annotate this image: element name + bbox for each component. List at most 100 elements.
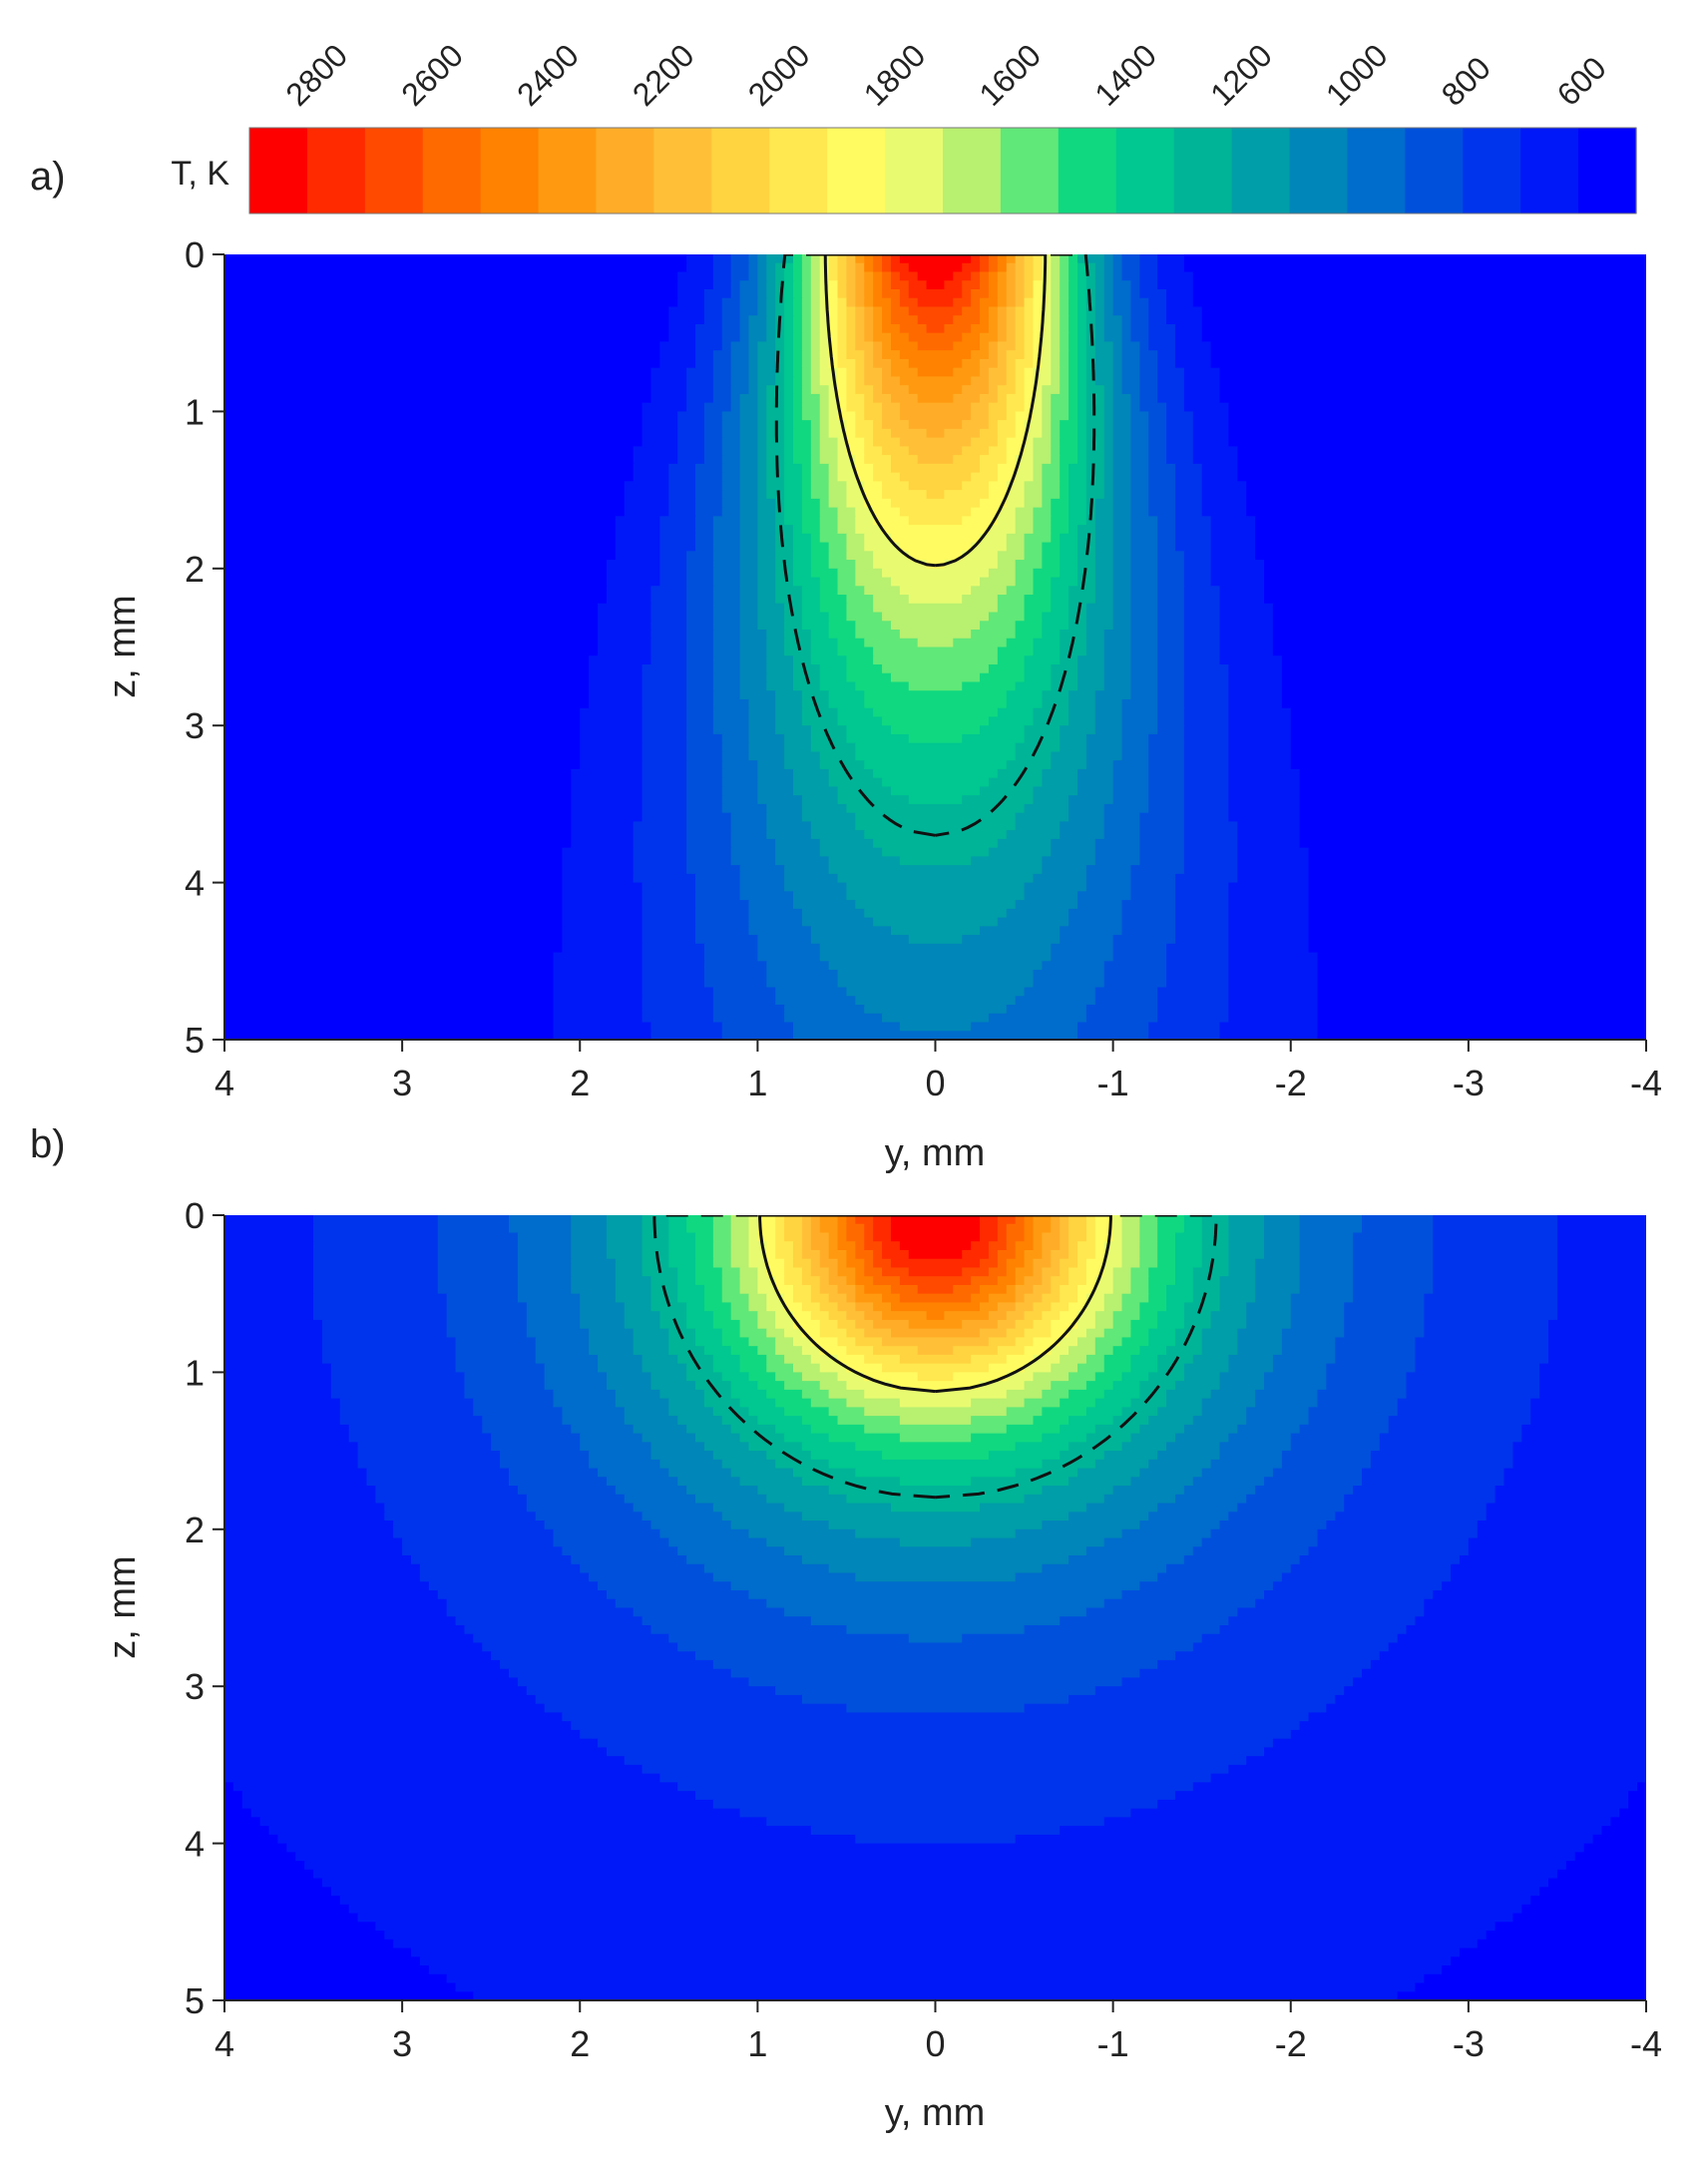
heatmap-cell [224, 777, 573, 788]
heatmap-cell [224, 1581, 430, 1591]
heatmap-cell [1166, 411, 1194, 421]
heatmap-cell [1068, 795, 1114, 805]
heatmap-cell [580, 742, 643, 753]
heatmap-cell [890, 332, 910, 343]
heatmap-cell [793, 385, 803, 395]
heatmap-cell [890, 1284, 919, 1295]
heatmap-cell [1015, 1284, 1035, 1295]
heatmap-cell [1148, 768, 1185, 779]
heatmap-cell [1094, 280, 1105, 290]
heatmap-cell [589, 655, 652, 665]
heatmap-cell [864, 297, 874, 308]
heatmap-cell [748, 358, 759, 369]
heatmap-cell [1130, 638, 1158, 649]
heatmap-cell [997, 595, 1026, 605]
heatmap-cell [793, 367, 803, 378]
heatmap-cell [641, 803, 687, 814]
heatmap-cell [721, 768, 759, 779]
heatmap-cell [598, 1354, 643, 1365]
heatmap-cell [1228, 716, 1292, 726]
heatmap-cell [668, 481, 696, 491]
heatmap-cell [828, 297, 839, 308]
heatmap-cell [766, 1598, 1105, 1609]
heatmap-cell [1103, 1817, 1612, 1827]
heatmap-cell [1228, 751, 1292, 761]
heatmap-cell [748, 315, 767, 325]
heatmap-cell [668, 1249, 696, 1260]
heatmap-cell [712, 630, 741, 640]
heatmap-cell [712, 612, 741, 622]
heatmap-cell [1130, 560, 1158, 570]
heatmap-cell [695, 1791, 1176, 1801]
heatmap-cell [224, 455, 635, 465]
heatmap-cell [766, 812, 803, 823]
heatmap-cell [1121, 1590, 1265, 1600]
heatmap-cell [1174, 900, 1230, 910]
heatmap-cell [793, 560, 812, 570]
heatmap-cell [819, 393, 830, 404]
heatmap-cell [721, 786, 759, 796]
heatmap-cell [580, 1563, 705, 1574]
heatmap-cell [1068, 481, 1087, 491]
heatmap-cell [810, 1424, 865, 1435]
heatmap-cell [864, 1407, 1008, 1417]
heatmap-cell [757, 560, 776, 570]
heatmap-cell [606, 1590, 750, 1600]
heatmap-cell [766, 672, 794, 683]
heatmap-cell [446, 1293, 519, 1304]
heatmap-cell [1085, 1293, 1105, 1304]
heatmap-cell [846, 1624, 1026, 1635]
heatmap-cell [1068, 254, 1078, 264]
heatmap-cell [801, 481, 812, 491]
heatmap-cell [855, 428, 874, 439]
heatmap-cell [757, 760, 785, 770]
heatmap-cell [712, 577, 741, 587]
heatmap-cell [810, 1311, 830, 1321]
heatmap-cell [224, 1442, 359, 1452]
x-tick-label: -4 [1630, 1063, 1662, 1103]
heatmap-cell [1272, 630, 1646, 640]
heatmap-cell [624, 1319, 661, 1330]
heatmap-cell [1103, 420, 1114, 430]
heatmap-cell [1112, 1223, 1123, 1234]
heatmap-cell [1085, 385, 1105, 395]
heatmap-cell [348, 1424, 483, 1435]
heatmap-cell [1246, 1302, 1292, 1312]
heatmap-cell [535, 1512, 643, 1521]
heatmap-cell [686, 1319, 714, 1330]
colorbar-swatch [1347, 128, 1406, 214]
heatmap-cell [846, 280, 857, 290]
heatmap-cell [739, 1319, 759, 1330]
heatmap-cell [1042, 551, 1061, 561]
heatmap-cell [855, 341, 874, 351]
heatmap-cell [784, 455, 794, 465]
heatmap-cell [757, 795, 803, 805]
heatmap-cell [1157, 542, 1176, 553]
heatmap-cell [1051, 420, 1061, 430]
heatmap-cell [784, 358, 794, 369]
heatmap-cell [748, 385, 759, 395]
heatmap-cell [712, 350, 732, 360]
heatmap-cell [375, 1922, 1496, 1932]
heatmap-cell [801, 472, 812, 483]
heatmap-cell [739, 1363, 767, 1374]
heatmap-cell [571, 768, 643, 779]
heatmap-cell [1157, 647, 1185, 656]
heatmap-cell [1166, 402, 1185, 413]
heatmap-cell [1556, 1311, 1646, 1321]
colorbar-tick-label: 2600 [394, 37, 470, 113]
heatmap-cell [819, 1258, 839, 1269]
heatmap-cell [686, 681, 714, 691]
heatmap-cell [1139, 385, 1158, 395]
heatmap-cell [1201, 1241, 1230, 1251]
heatmap-cell [1424, 1293, 1558, 1304]
heatmap-cell [1424, 1302, 1558, 1312]
heatmap-cell [1344, 1319, 1426, 1330]
heatmap-cell [668, 315, 705, 325]
heatmap-cell [1033, 1354, 1061, 1365]
heatmap-cell [899, 437, 972, 448]
heatmap-cell [784, 306, 794, 316]
heatmap-cell [837, 873, 1035, 884]
heatmap-cell [828, 1249, 848, 1260]
heatmap-cell [1112, 376, 1123, 386]
